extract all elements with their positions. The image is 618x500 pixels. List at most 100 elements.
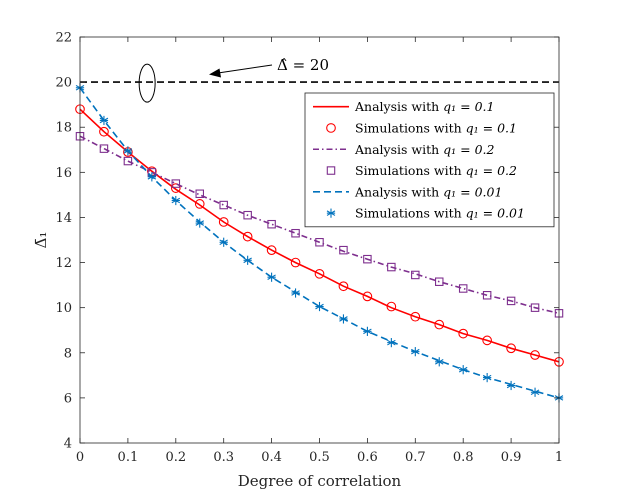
legend-label-math: q₁ = 0.01 — [466, 206, 525, 221]
data-point-5-16 — [458, 365, 468, 375]
y-tick-label: 6 — [64, 391, 72, 406]
data-point-5-12 — [363, 326, 372, 336]
legend-label-prefix: Analysis with — [354, 142, 439, 157]
data-point-3-15 — [434, 277, 444, 286]
data-point-1-1 — [99, 126, 109, 137]
series-line-2 — [79, 135, 560, 315]
data-point-3-8 — [267, 219, 276, 229]
legend-label-math: q₁ = 0.1 — [466, 120, 517, 135]
legend-label: Simulations with q₁ = 0.2 — [355, 163, 517, 178]
data-point-1-19 — [530, 350, 540, 360]
series-4 — [79, 87, 560, 399]
y-tick-label: 14 — [55, 211, 72, 226]
legend-label-math: q₁ = 0.1 — [443, 99, 494, 114]
legend-label-prefix: Analysis with — [354, 184, 439, 199]
data-point-1-8 — [266, 245, 277, 255]
x-tick-label: 0.1 — [118, 450, 139, 465]
data-point-1-5 — [194, 199, 205, 209]
data-point-1-12 — [362, 291, 373, 302]
x-tick-label: 0.3 — [213, 450, 234, 465]
series-3 — [75, 131, 564, 318]
legend-label: Analysis with q₁ = 0.2 — [354, 142, 495, 157]
series-line-0 — [79, 108, 560, 363]
data-point-5-10 — [315, 301, 324, 312]
y-tick-label: 20 — [55, 76, 72, 91]
data-point-5-11 — [339, 314, 348, 324]
data-point-5-7 — [243, 255, 252, 265]
data-point-1-18 — [506, 343, 516, 354]
data-point-1-6 — [218, 217, 229, 227]
legend-label: Simulations with q₁ = 0.1 — [355, 120, 517, 135]
x-tick-label: 0.5 — [309, 450, 330, 465]
data-point-3-18 — [506, 296, 516, 306]
x-tick-label: 0 — [76, 450, 84, 465]
data-point-5-1 — [99, 115, 109, 126]
y-tick-label: 18 — [55, 121, 72, 136]
data-point-3-11 — [339, 245, 348, 255]
data-point-3-16 — [458, 284, 468, 293]
data-point-3-5 — [195, 189, 205, 199]
y-tick-label: 8 — [64, 346, 72, 361]
data-point-1-11 — [338, 281, 349, 292]
legend-box — [304, 92, 555, 228]
legend-label-prefix: Simulations with — [355, 163, 462, 178]
data-point-5-3 — [147, 172, 157, 182]
data-point-5-19 — [530, 387, 540, 397]
data-point-3-9 — [291, 228, 300, 238]
legend-item-2: Analysis with q₁ = 0.2 — [313, 142, 495, 157]
data-point-3-17 — [482, 291, 492, 300]
legend-label-math: q₁ = 0.01 — [443, 184, 502, 199]
data-point-1-4 — [170, 183, 181, 193]
reference-annotation: Δ̂ = 20 — [138, 56, 329, 103]
legend-item-3: Simulations with q₁ = 0.2 — [326, 163, 517, 178]
data-point-1-14 — [410, 311, 421, 322]
x-axis-title: Degree of correlation — [238, 472, 402, 490]
legend-item-4: Analysis with q₁ = 0.01 — [313, 184, 502, 199]
x-tick-label: 0.2 — [165, 450, 186, 465]
y-tick-label: 22 — [55, 31, 72, 46]
legend-label-math: q₁ = 0.2 — [466, 163, 517, 178]
data-point-5-6 — [219, 237, 228, 247]
y-tick-label: 16 — [55, 166, 72, 181]
data-point-3-6 — [219, 200, 228, 210]
x-tick-label: 1 — [555, 450, 563, 465]
x-tick-label: 0.8 — [453, 450, 474, 465]
y-tick-label: 10 — [55, 301, 72, 316]
legend-marker-sample — [326, 208, 336, 218]
series-line-4 — [79, 87, 560, 399]
x-tick-label: 0.4 — [261, 450, 282, 465]
data-point-5-13 — [387, 338, 396, 348]
series-2 — [79, 135, 560, 315]
legend-item-1: Simulations with q₁ = 0.1 — [326, 120, 517, 135]
annotation-arrowhead — [209, 68, 221, 78]
data-point-3-13 — [387, 262, 396, 272]
data-point-3-2 — [123, 156, 133, 166]
annotation-ellipse — [138, 63, 156, 103]
data-point-1-13 — [386, 301, 397, 312]
legend-marker-sample — [326, 123, 336, 133]
data-point-3-1 — [99, 144, 109, 153]
data-point-1-9 — [290, 257, 301, 268]
legend-item-0: Analysis with q₁ = 0.1 — [313, 99, 494, 114]
data-point-5-5 — [195, 218, 205, 228]
data-point-3-19 — [530, 303, 540, 312]
data-point-5-8 — [267, 272, 276, 282]
data-point-5-2 — [123, 146, 133, 156]
data-point-3-12 — [363, 254, 372, 264]
axes-layer: 0 0.1 0.2 0.3 0.4 0.5 0.6 0.7 0.8 0.9 146810121416… — [32, 31, 563, 491]
legend-label: Analysis with q₁ = 0.1 — [354, 99, 494, 114]
data-point-5-9 — [291, 288, 300, 298]
legend-label-prefix: Simulations with — [355, 120, 462, 135]
data-point-5-4 — [171, 195, 181, 206]
legend-label-math: q₁ = 0.2 — [443, 142, 494, 157]
legend-label: Simulations with q₁ = 0.01 — [355, 206, 525, 221]
data-point-3-4 — [171, 179, 181, 188]
y-tick-label: 4 — [64, 437, 72, 452]
x-tick-label: 0.9 — [501, 450, 522, 465]
data-point-1-16 — [458, 328, 469, 339]
annotation-label: Δ̂ = 20 — [277, 56, 329, 74]
data-point-3-10 — [315, 238, 324, 247]
series-0 — [79, 108, 560, 363]
